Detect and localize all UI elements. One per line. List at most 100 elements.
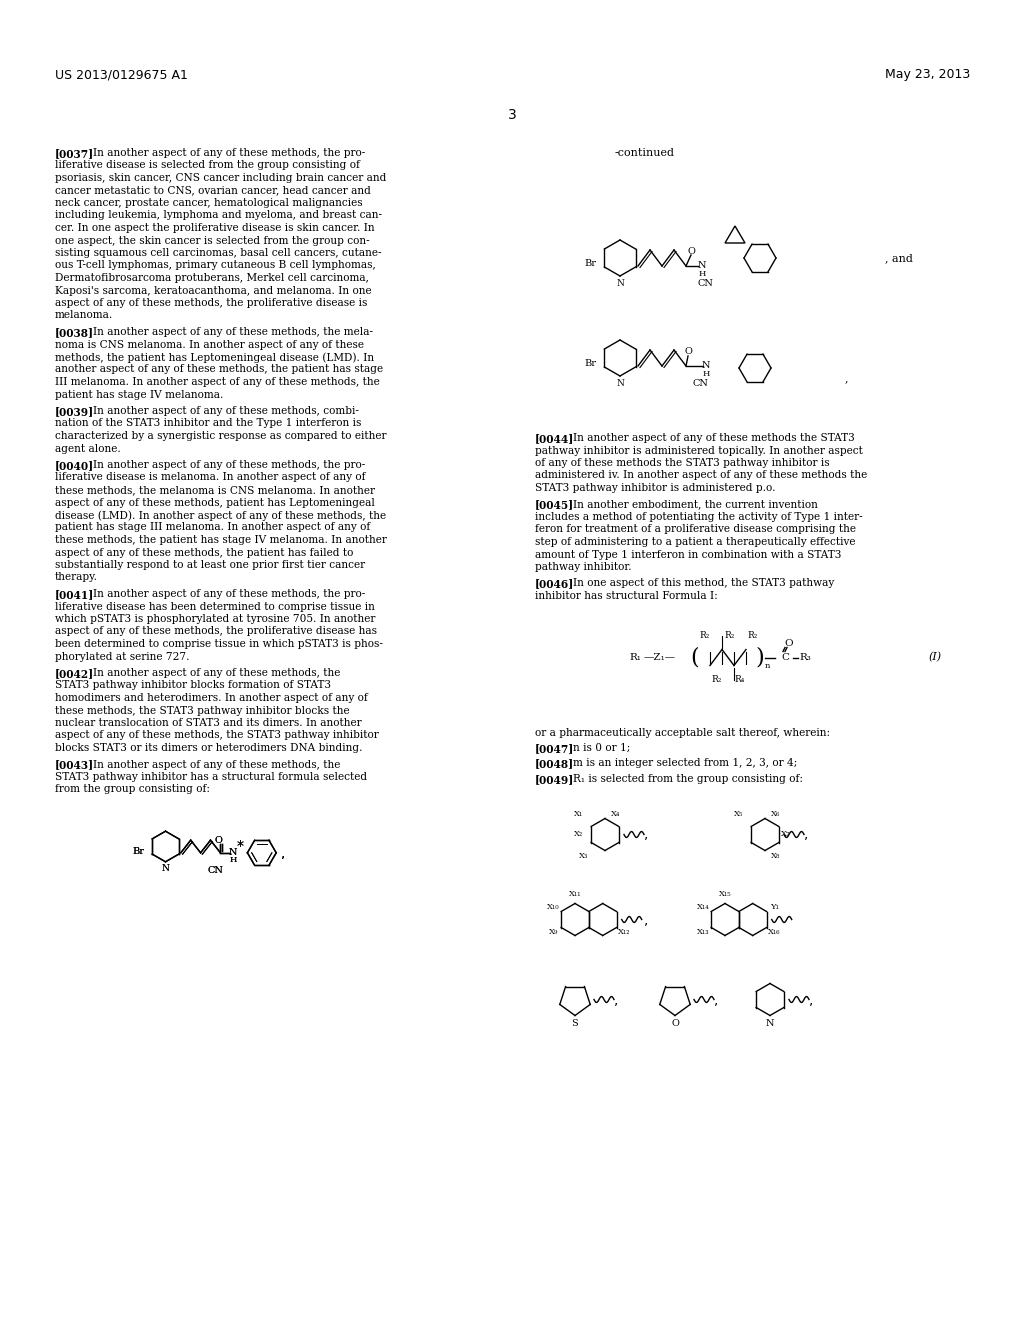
Text: [0049]: [0049] [535, 774, 574, 785]
Text: includes a method of potentiating the activity of Type 1 inter-: includes a method of potentiating the ac… [535, 512, 862, 521]
Text: ,: , [643, 912, 648, 927]
Text: step of administering to a patient a therapeutically effective: step of administering to a patient a the… [535, 537, 855, 546]
Text: N: N [701, 362, 711, 371]
Text: Br: Br [584, 259, 596, 268]
Text: methods, the patient has Leptomeningeal disease (LMD). In: methods, the patient has Leptomeningeal … [55, 352, 374, 363]
Text: X₁₄: X₁₄ [697, 903, 710, 911]
Text: O: O [671, 1019, 679, 1028]
Text: [0042]: [0042] [55, 668, 94, 678]
Text: ous T-cell lymphomas, primary cutaneous B cell lymphomas,: ous T-cell lymphomas, primary cutaneous … [55, 260, 376, 271]
Text: melanoma.: melanoma. [55, 310, 114, 321]
Text: R₁ is selected from the group consisting of:: R₁ is selected from the group consisting… [573, 774, 803, 784]
Text: these methods, the patient has stage IV melanoma. In another: these methods, the patient has stage IV … [55, 535, 387, 545]
Text: Dermatofibrosarcoma protuberans, Merkel cell carcinoma,: Dermatofibrosarcoma protuberans, Merkel … [55, 273, 369, 282]
Text: X₇: X₇ [781, 830, 791, 838]
Text: disease (LMD). In another aspect of any of these methods, the: disease (LMD). In another aspect of any … [55, 510, 386, 520]
Text: R₂: R₂ [725, 631, 735, 640]
Text: substantially respond to at least one prior first tier cancer: substantially respond to at least one pr… [55, 560, 366, 570]
Text: administered iv. In another aspect of any of these methods the: administered iv. In another aspect of an… [535, 470, 867, 480]
Text: O: O [784, 639, 794, 648]
Text: N: N [766, 1019, 774, 1028]
Text: H: H [229, 855, 237, 865]
Text: these methods, the melanoma is CNS melanoma. In another: these methods, the melanoma is CNS melan… [55, 484, 375, 495]
Text: R₂: R₂ [699, 631, 711, 640]
Text: these methods, the STAT3 pathway inhibitor blocks the: these methods, the STAT3 pathway inhibit… [55, 705, 349, 715]
Text: aspect of any of these methods, patient has Leptomeningeal: aspect of any of these methods, patient … [55, 498, 375, 507]
Text: X₃: X₃ [580, 851, 589, 859]
Text: O: O [687, 247, 695, 256]
Text: therapy.: therapy. [55, 573, 98, 582]
Text: US 2013/0129675 A1: US 2013/0129675 A1 [55, 69, 187, 81]
Text: [0046]: [0046] [535, 578, 574, 590]
Text: homodimers and heterodimers. In another aspect of any of: homodimers and heterodimers. In another … [55, 693, 368, 704]
Text: , and: , and [885, 253, 912, 263]
Text: ,: , [714, 993, 718, 1006]
Text: R₂: R₂ [712, 675, 722, 684]
Text: ): ) [756, 647, 764, 668]
Text: characterized by a synergistic response as compared to either: characterized by a synergistic response … [55, 432, 386, 441]
Text: In another aspect of any of these methods, the: In another aspect of any of these method… [93, 668, 340, 678]
Text: [0045]: [0045] [535, 499, 574, 511]
Text: —Z₁—: —Z₁— [644, 653, 676, 663]
Text: psoriasis, skin cancer, CNS cancer including brain cancer and: psoriasis, skin cancer, CNS cancer inclu… [55, 173, 386, 183]
Text: STAT3 pathway inhibitor is administered p.o.: STAT3 pathway inhibitor is administered … [535, 483, 775, 492]
Text: H: H [229, 855, 237, 865]
Text: aspect of any of these methods, the proliferative disease has: aspect of any of these methods, the prol… [55, 627, 377, 636]
Text: R₄: R₄ [735, 675, 745, 684]
Text: N: N [162, 863, 169, 873]
Text: Br: Br [132, 846, 144, 855]
Text: blocks STAT3 or its dimers or heterodimers DNA binding.: blocks STAT3 or its dimers or heterodime… [55, 743, 362, 752]
Text: X₁₁: X₁₁ [568, 891, 582, 899]
Text: [0038]: [0038] [55, 327, 94, 338]
Text: [0037]: [0037] [55, 148, 94, 158]
Text: ,: , [281, 846, 285, 859]
Text: X₉: X₉ [549, 928, 558, 936]
Text: feron for treatment of a proliferative disease comprising the: feron for treatment of a proliferative d… [535, 524, 856, 535]
Text: R₁: R₁ [629, 653, 641, 663]
Text: aspect of any of these methods, the proliferative disease is: aspect of any of these methods, the prol… [55, 298, 368, 308]
Text: III melanoma. In another aspect of any of these methods, the: III melanoma. In another aspect of any o… [55, 378, 380, 387]
Text: ,: , [644, 828, 648, 842]
Text: In one aspect of this method, the STAT3 pathway: In one aspect of this method, the STAT3 … [573, 578, 835, 589]
Text: [0044]: [0044] [535, 433, 574, 444]
Text: *: * [237, 838, 244, 853]
Text: In another aspect of any of these methods, the: In another aspect of any of these method… [93, 759, 340, 770]
Text: of any of these methods the STAT3 pathway inhibitor is: of any of these methods the STAT3 pathwa… [535, 458, 829, 469]
Text: In another aspect of any of these methods, the pro-: In another aspect of any of these method… [93, 148, 366, 158]
Text: X₁₀: X₁₀ [547, 903, 560, 911]
Text: CN: CN [207, 866, 223, 875]
Text: ,: , [281, 846, 285, 859]
Text: S: S [571, 1019, 579, 1028]
Text: CN: CN [692, 379, 708, 388]
Text: [0047]: [0047] [535, 743, 574, 754]
Text: [0040]: [0040] [55, 459, 94, 471]
Text: phorylated at serine 727.: phorylated at serine 727. [55, 652, 189, 661]
Text: CN: CN [207, 866, 223, 875]
Text: n: n [764, 661, 770, 669]
Text: Br: Br [584, 359, 596, 367]
Text: [0041]: [0041] [55, 589, 94, 601]
Text: patient has stage IV melanoma.: patient has stage IV melanoma. [55, 389, 223, 400]
Text: liferative disease has been determined to comprise tissue in: liferative disease has been determined t… [55, 602, 375, 611]
Text: O: O [215, 836, 222, 845]
Text: X₅: X₅ [734, 809, 743, 817]
Text: nuclear translocation of STAT3 and its dimers. In another: nuclear translocation of STAT3 and its d… [55, 718, 361, 729]
Text: pathway inhibitor is administered topically. In another aspect: pathway inhibitor is administered topica… [535, 446, 863, 455]
Text: X₁₅: X₁₅ [719, 891, 731, 899]
Text: N: N [616, 279, 624, 288]
Text: which pSTAT3 is phosphorylated at tyrosine 705. In another: which pSTAT3 is phosphorylated at tyrosi… [55, 614, 376, 624]
Text: N: N [228, 849, 238, 857]
Text: X₁₆: X₁₆ [768, 928, 780, 936]
Text: one aspect, the skin cancer is selected from the group con-: one aspect, the skin cancer is selected … [55, 235, 370, 246]
Text: In another aspect of any of these methods the STAT3: In another aspect of any of these method… [573, 433, 855, 444]
Text: X₁₃: X₁₃ [697, 928, 710, 936]
Text: m is an integer selected from 1, 2, 3, or 4;: m is an integer selected from 1, 2, 3, o… [573, 759, 798, 768]
Text: ,: , [804, 828, 808, 842]
Text: X₆: X₆ [771, 809, 780, 817]
Text: In another embodiment, the current invention: In another embodiment, the current inven… [573, 499, 818, 510]
Text: [0039]: [0039] [55, 407, 94, 417]
Text: (: ( [690, 647, 699, 668]
Text: H: H [702, 370, 710, 378]
Text: In another aspect of any of these methods, combi-: In another aspect of any of these method… [93, 407, 358, 416]
Text: Kaposi's sarcoma, keratoacanthoma, and melanoma. In one: Kaposi's sarcoma, keratoacanthoma, and m… [55, 285, 372, 296]
